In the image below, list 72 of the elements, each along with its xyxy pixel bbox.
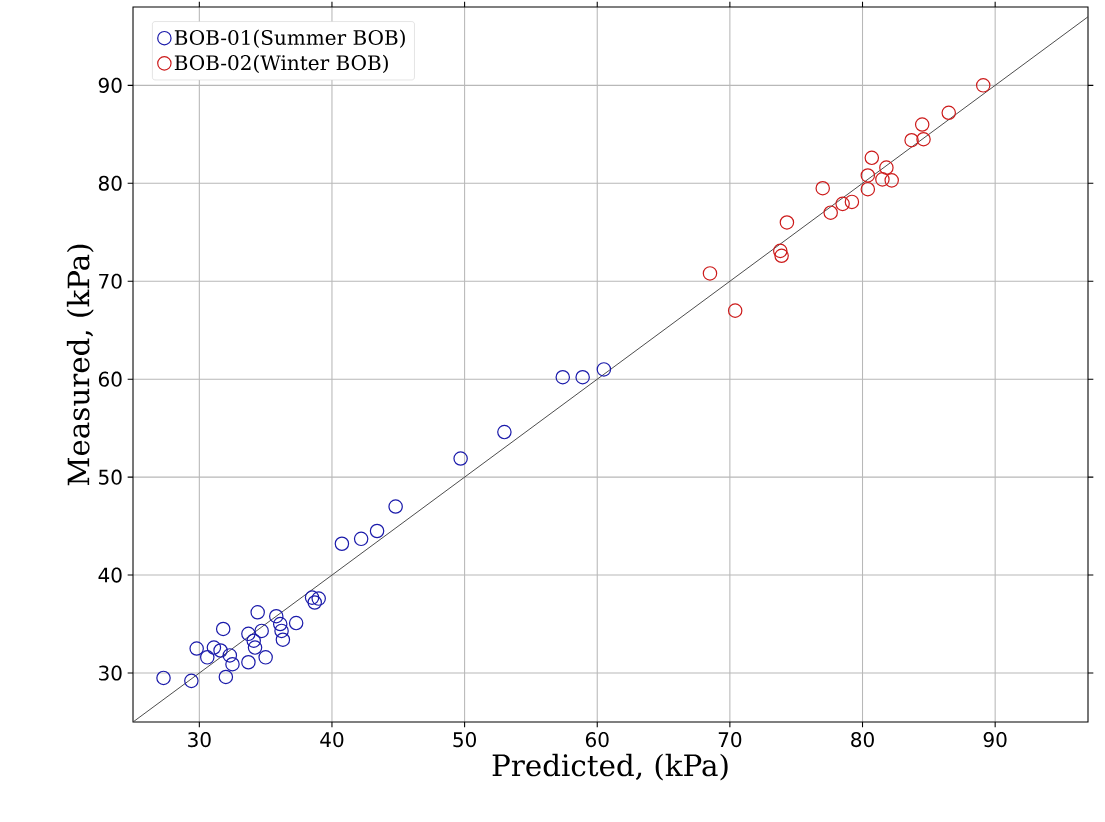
point xyxy=(914,117,930,132)
point xyxy=(184,673,199,689)
point xyxy=(353,531,369,547)
point xyxy=(555,369,571,385)
x-tick-label: 80 xyxy=(851,732,874,748)
point xyxy=(247,640,263,655)
y-tick-label: 90 xyxy=(98,77,122,93)
point xyxy=(241,626,256,642)
point xyxy=(258,650,273,665)
point xyxy=(844,194,860,210)
point xyxy=(875,172,890,187)
point xyxy=(453,451,468,466)
point xyxy=(307,595,322,610)
y-tick-label: 30 xyxy=(99,665,122,681)
point xyxy=(904,132,919,148)
point xyxy=(860,168,876,183)
point xyxy=(884,173,899,188)
point xyxy=(268,608,284,624)
y-tick-label: 70 xyxy=(99,273,122,289)
point xyxy=(773,243,788,259)
legend-label: BOB-01(Summer BOB) xyxy=(174,29,405,48)
point xyxy=(879,160,894,175)
point xyxy=(596,362,612,377)
point xyxy=(311,591,326,606)
y-tick-label: 80 xyxy=(98,175,122,191)
x-tick-label: 90 xyxy=(983,732,1007,748)
x-tick-label: 60 xyxy=(585,732,609,748)
point xyxy=(860,181,876,197)
point xyxy=(334,536,350,552)
y-tick-label: 50 xyxy=(99,469,122,485)
point xyxy=(304,590,320,605)
point xyxy=(206,640,222,655)
y-tick-label: 40 xyxy=(98,567,122,583)
point xyxy=(497,424,512,440)
point xyxy=(274,623,289,639)
point xyxy=(225,656,240,672)
point xyxy=(156,670,171,686)
point xyxy=(200,650,215,665)
legend-label: BOB-02(Winter BOB) xyxy=(174,54,388,74)
point xyxy=(272,616,288,632)
x-tick-label: 70 xyxy=(718,732,742,748)
point xyxy=(815,180,830,196)
point xyxy=(246,633,261,648)
x-axis-title: Predicted, (kPa) xyxy=(492,753,728,781)
point xyxy=(388,499,403,514)
x-tick-label: 50 xyxy=(453,732,476,748)
y-axis-title: Measured, (kPa) xyxy=(66,244,94,486)
point xyxy=(215,621,231,637)
point xyxy=(575,369,590,385)
point xyxy=(779,215,795,230)
point xyxy=(275,632,291,647)
point xyxy=(288,615,304,631)
point xyxy=(835,196,850,212)
point xyxy=(774,248,789,264)
point xyxy=(702,266,718,281)
point xyxy=(250,605,265,620)
y-tick-label: 60 xyxy=(98,371,122,387)
point xyxy=(369,523,385,539)
point xyxy=(941,105,956,121)
point xyxy=(218,669,234,685)
point xyxy=(916,131,931,147)
x-tick-label: 40 xyxy=(320,732,344,748)
x-tick-label: 30 xyxy=(188,732,211,748)
point xyxy=(213,643,228,658)
point xyxy=(975,78,991,93)
point xyxy=(823,205,838,220)
point xyxy=(864,150,880,166)
point xyxy=(189,641,204,656)
point xyxy=(254,623,269,639)
point xyxy=(222,648,238,663)
point xyxy=(241,654,256,670)
point xyxy=(727,303,743,318)
